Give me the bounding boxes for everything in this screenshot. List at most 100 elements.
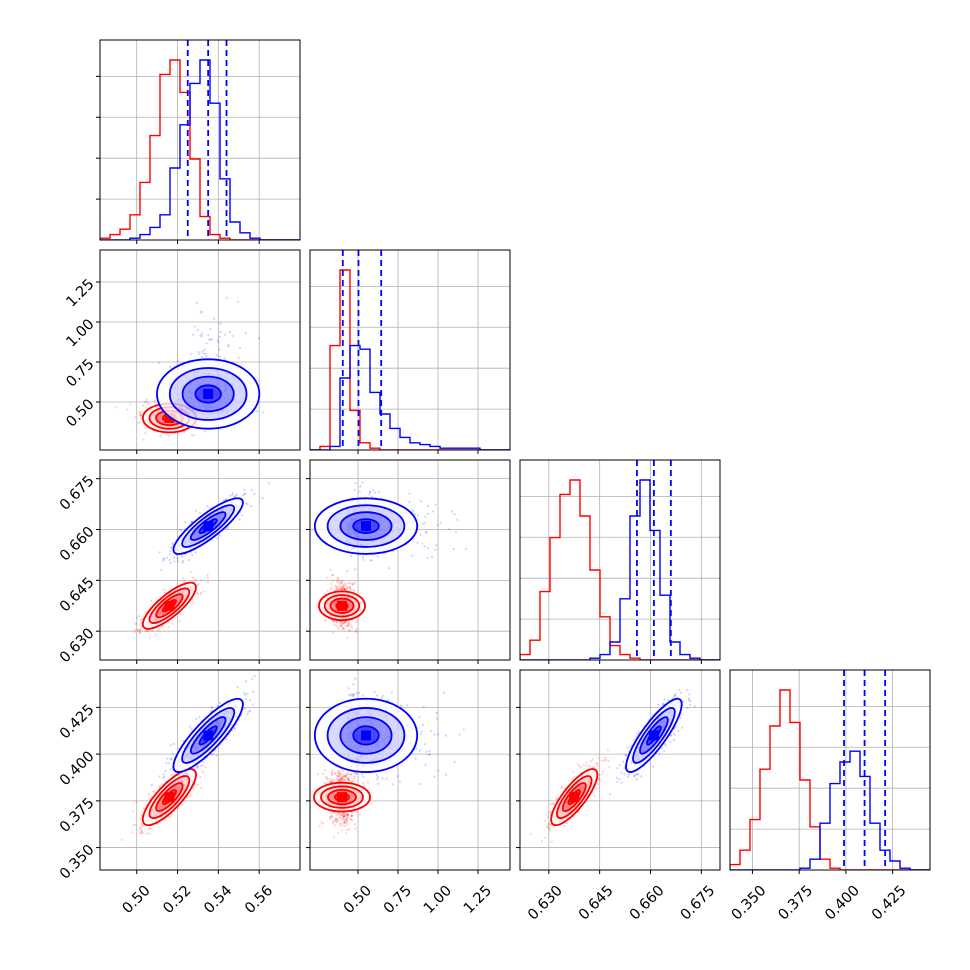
scatter-point: [342, 621, 345, 624]
scatter-point: [139, 414, 142, 417]
scatter-point: [173, 560, 176, 563]
scatter-point: [235, 493, 238, 496]
scatter-point: [210, 338, 214, 341]
scatter-point: [377, 491, 381, 494]
scatter-point: [194, 551, 197, 554]
scatter-point: [184, 521, 187, 524]
y-tick-label: 0.630: [57, 626, 98, 667]
scatter-point: [140, 830, 143, 833]
scatter-point: [368, 490, 371, 493]
scatter-point: [246, 713, 249, 716]
scatter-point: [452, 547, 455, 551]
scatter-point: [136, 616, 139, 619]
histogram-series-1: [310, 269, 510, 450]
scatter-point: [359, 485, 362, 488]
scatter-point: [133, 631, 136, 634]
scatter-point: [331, 579, 334, 582]
scatter-point: [196, 328, 199, 332]
scatter-point: [179, 612, 182, 615]
scatter-point: [190, 433, 193, 437]
scatter-point: [344, 620, 347, 624]
scatter-point: [231, 491, 234, 495]
y-tick-label: 0.645: [57, 575, 98, 616]
scatter-point: [163, 558, 166, 561]
scatter-point: [416, 541, 419, 544]
scatter-point: [213, 317, 216, 320]
scatter-point: [176, 557, 179, 560]
scatter-point: [169, 561, 172, 565]
scatter-point: [376, 555, 379, 558]
scatter-point: [190, 352, 193, 356]
scatter-point: [162, 559, 165, 562]
scatter-point: [158, 775, 161, 778]
scatter-point: [426, 504, 429, 507]
contour-line: [326, 504, 406, 548]
scatter-point: [372, 489, 375, 492]
scatter-point: [147, 827, 150, 831]
panel-content: [313, 481, 468, 639]
scatter-point: [144, 432, 147, 435]
panel-frame: [99, 39, 301, 241]
contour-line: [339, 511, 393, 541]
scatter-point: [336, 585, 339, 588]
scatter-panel-2-1: 0.500.751.001.25: [64, 249, 301, 454]
scatter-point: [350, 554, 353, 558]
scatter-point: [246, 503, 249, 506]
scatter-point: [145, 832, 148, 835]
y-tick-label: 0.75: [64, 356, 98, 390]
scatter-point: [190, 520, 193, 523]
scatter-point: [169, 816, 172, 819]
scatter-point: [164, 769, 167, 773]
scatter-point: [231, 335, 234, 338]
scatter-point: [201, 350, 204, 353]
scatter-point: [170, 773, 173, 777]
panel-content: [100, 40, 300, 240]
scatter-point: [434, 548, 437, 551]
scatter-point: [344, 620, 347, 624]
scatter-point: [171, 622, 174, 625]
scatter-point: [159, 434, 162, 438]
scatter-point: [203, 348, 206, 352]
scatter-point: [228, 331, 232, 334]
scatter-point: [200, 335, 203, 338]
scatter-point: [138, 632, 141, 635]
histogram-series-2: [100, 59, 300, 240]
scatter-point: [209, 327, 212, 330]
scatter-point: [354, 568, 357, 571]
scatter-point: [354, 621, 357, 624]
scatter-point: [435, 544, 438, 547]
scatter-point: [341, 625, 344, 629]
scatter-point: [188, 795, 191, 798]
scatter-point: [332, 620, 335, 623]
scatter-point: [141, 404, 145, 407]
scatter-point: [133, 628, 137, 631]
scatter-point: [342, 585, 345, 588]
scatter-point: [371, 495, 374, 498]
histogram-series-1: [520, 479, 720, 660]
scatter-point: [424, 515, 427, 519]
scatter-point: [340, 587, 343, 591]
scatter-point: [342, 627, 345, 631]
scatter-point: [340, 588, 343, 592]
scatter-point: [178, 620, 181, 623]
scatter-point: [341, 627, 344, 631]
scatter-point: [342, 583, 345, 586]
scatter-point: [139, 831, 142, 835]
scatter-point: [324, 619, 327, 622]
scatter-point: [182, 580, 186, 583]
scatter-point: [248, 709, 251, 713]
scatter-point: [141, 832, 144, 835]
scatter-point: [219, 534, 222, 537]
scatter-point: [248, 699, 252, 702]
scatter-point: [355, 628, 358, 631]
scatter-point: [332, 623, 335, 626]
scatter-point: [199, 334, 202, 337]
scatter-point: [139, 618, 142, 621]
scatter-point: [195, 301, 198, 304]
scatter-point: [347, 622, 350, 625]
histogram-panel-3: [519, 459, 721, 664]
scatter-point: [200, 786, 203, 789]
scatter-point: [342, 627, 345, 630]
scatter-point: [347, 620, 350, 623]
